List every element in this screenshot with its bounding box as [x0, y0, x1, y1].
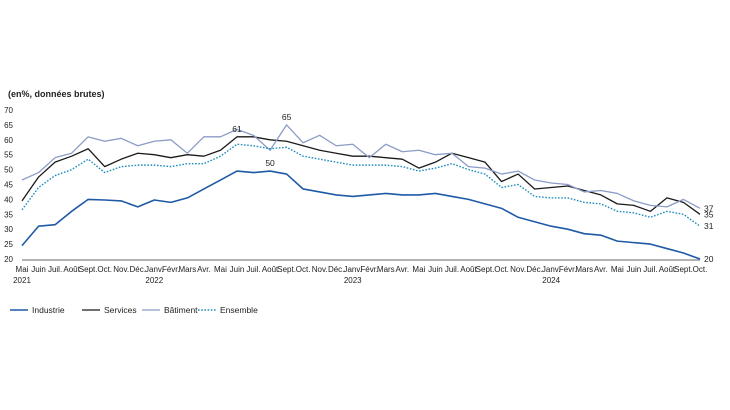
data-label: 35 [704, 209, 714, 219]
x-tick-label: Mai [214, 265, 227, 274]
x-tick-label: Sept. [476, 265, 495, 274]
x-tick-label: Avr. [197, 265, 211, 274]
y-axis: 20 25 30 35 40 45 50 55 60 65 70 [4, 106, 13, 264]
x-tick-label: Mars [575, 265, 593, 274]
x-tick-label: Oct. [693, 265, 708, 274]
y-tick-label: 35 [4, 210, 13, 219]
x-tick-label: Déc. [328, 265, 344, 274]
x-tick-label: Août [460, 265, 477, 274]
y-tick-label: 20 [4, 255, 13, 264]
y-tick-label: 50 [4, 166, 13, 175]
y-tick-label: 40 [4, 195, 13, 204]
x-tick-label: Mai [412, 265, 425, 274]
data-label: 20 [704, 254, 714, 264]
y-tick-label: 65 [4, 121, 13, 130]
x-tick-label: Oct. [494, 265, 509, 274]
x-tick-label: Sept. [79, 265, 98, 274]
x-tick-label: Déc. [130, 265, 146, 274]
year-label: 2022 [145, 276, 163, 285]
x-tick-label: Mars [377, 265, 395, 274]
legend: Industrie Services Bâtiment Ensemble [10, 305, 258, 315]
x-tick-label: Juin [428, 265, 443, 274]
series-line-ensemble [21, 143, 701, 227]
data-label: 65 [282, 112, 292, 122]
data-label: 31 [704, 221, 714, 231]
x-tick-label: Août [659, 265, 676, 274]
year-label: 2023 [344, 276, 362, 285]
x-tick-label: Janv. [145, 265, 164, 274]
legend-label-ensemble: Ensemble [220, 305, 258, 315]
x-tick-label: Juil. [48, 265, 62, 274]
year-label: 2021 [13, 276, 31, 285]
legend-label-bâtiment: Bâtiment [164, 305, 198, 315]
x-tick-label: Déc. [526, 265, 542, 274]
legend-label-services: Services [104, 305, 137, 315]
legend-label-industrie: Industrie [32, 305, 65, 315]
x-tick-label: Sept. [277, 265, 296, 274]
x-tick-label: Févr. [162, 265, 180, 274]
x-tick-label: Juin [31, 265, 46, 274]
x-tick-label: Juin [627, 265, 642, 274]
y-tick-label: 25 [4, 240, 13, 249]
y-tick-label: 60 [4, 136, 13, 145]
x-tick-label: Juil. [445, 265, 459, 274]
y-tick-label: 70 [4, 106, 13, 115]
x-tick-label: Sept. [674, 265, 693, 274]
x-tick-label: Nov. [312, 265, 328, 274]
data-label: 50 [265, 158, 275, 168]
x-tick-label: Févr. [360, 265, 378, 274]
x-tick-label: Avr. [396, 265, 410, 274]
x-tick-label: Mars [178, 265, 196, 274]
x-tick-label: Août [63, 265, 80, 274]
x-tick-label: Oct. [97, 265, 112, 274]
x-tick-label: Nov. [113, 265, 129, 274]
series-line-services [21, 136, 701, 215]
series-line-bâtiment [21, 124, 701, 209]
series-layer [21, 124, 701, 260]
x-tick-label: Mai [16, 265, 29, 274]
x-tick-label: Juil. [246, 265, 260, 274]
data-label: 37 [704, 203, 714, 213]
y-tick-label: 45 [4, 181, 13, 190]
x-tick-label: Janv. [542, 265, 561, 274]
x-tick-label: Nov. [510, 265, 526, 274]
x-tick-label: Oct. [296, 265, 311, 274]
x-tick-label: Mai [611, 265, 624, 274]
x-tick-label: Févr. [559, 265, 577, 274]
series-line-industrie [21, 170, 701, 260]
x-tick-label: Juil. [643, 265, 657, 274]
data-label: 61 [232, 124, 242, 134]
year-label: 2024 [542, 276, 560, 285]
x-tick-label: Janv. [343, 265, 362, 274]
unit-label: (en%, données brutes) [8, 89, 105, 99]
y-tick-label: 30 [4, 225, 13, 234]
x-tick-label: Avr. [594, 265, 608, 274]
y-tick-label: 55 [4, 151, 13, 160]
x-tick-label: Juin [230, 265, 245, 274]
x-tick-label: Août [262, 265, 279, 274]
